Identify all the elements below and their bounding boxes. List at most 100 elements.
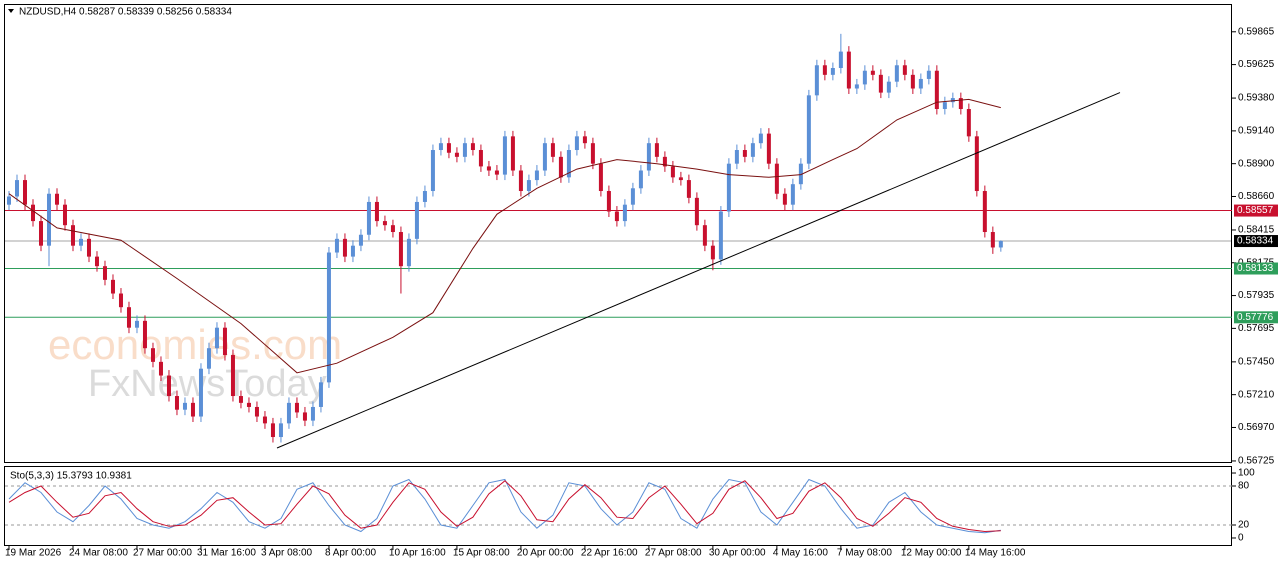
candle-body	[702, 225, 707, 246]
candle-body	[462, 143, 467, 157]
x-tick-label: 19 Mar 2026	[5, 548, 62, 559]
candle-body	[62, 204, 67, 226]
candle-body	[406, 238, 411, 267]
candle-body	[366, 201, 371, 235]
stoch-line	[8, 480, 1001, 533]
candle-body	[230, 355, 235, 397]
candle-body	[542, 143, 547, 171]
price-label: 0.58557	[1237, 205, 1274, 216]
moving-average	[8, 98, 1001, 374]
price-label-box	[1234, 204, 1278, 217]
y-tick-label: 20	[1238, 520, 1250, 531]
candle-body	[46, 193, 51, 246]
candle-body	[94, 256, 99, 267]
candle-body	[238, 396, 243, 403]
candle-body	[422, 191, 427, 202]
candle-body	[998, 241, 1003, 248]
candle-body	[310, 406, 315, 421]
candle-body	[950, 98, 955, 103]
candle-body	[262, 416, 267, 424]
x-tick-label: 31 Mar 16:00	[197, 548, 256, 559]
candle-body	[902, 65, 907, 75]
candle-body	[966, 109, 971, 137]
candle-body	[550, 143, 555, 157]
candle-body	[502, 136, 507, 175]
candle-body	[22, 180, 27, 205]
candle-body	[742, 150, 747, 157]
candle-body	[30, 204, 35, 222]
candle-body	[142, 320, 147, 349]
candle-body	[862, 70, 867, 85]
candle-body	[910, 74, 915, 89]
candle-body	[766, 133, 771, 164]
y-tick-label: 0.58415	[1238, 225, 1275, 236]
x-tick-label: 22 Apr 16:00	[581, 548, 638, 559]
candle-body	[294, 402, 299, 413]
y-tick-label: 0.59865	[1238, 26, 1275, 37]
candle-body	[158, 361, 163, 376]
price-label-box	[1234, 262, 1278, 275]
menu-arrow[interactable]	[8, 9, 14, 13]
candle-body	[126, 307, 131, 328]
candle-body	[822, 65, 827, 75]
candle-body	[150, 348, 155, 362]
candle-body	[814, 65, 819, 96]
candle-body	[174, 396, 179, 410]
y-tick-label: 0.57695	[1238, 323, 1275, 334]
chart-header: NZDUSD,H4 0.58287 0.58339 0.58256 0.5833…	[19, 7, 232, 18]
candle-body	[534, 170, 539, 181]
candle-body	[494, 170, 499, 175]
candle-body	[278, 423, 283, 438]
candle-body	[734, 150, 739, 164]
candle-body	[382, 221, 387, 226]
candle-body	[438, 143, 443, 151]
candle-body	[710, 245, 715, 260]
price-label: 0.57776	[1237, 312, 1274, 323]
y-tick-label: 0.58900	[1238, 158, 1275, 169]
candle-body	[118, 293, 123, 308]
candle-body	[694, 197, 699, 226]
candle-body	[670, 166, 675, 178]
x-tick-label: 27 Mar 00:00	[133, 548, 192, 559]
y-tick-label: 100	[1238, 468, 1255, 479]
candle-body	[270, 423, 275, 438]
x-tick-label: 20 Apr 00:00	[517, 548, 574, 559]
main-panel-frame	[4, 4, 1232, 463]
candle-body	[286, 402, 291, 424]
x-tick-label: 3 Apr 08:00	[261, 548, 313, 559]
candle-body	[614, 211, 619, 222]
candle-body	[478, 150, 483, 167]
candle-body	[14, 180, 19, 197]
candle-body	[302, 412, 307, 421]
stoch-panel-frame	[4, 466, 1232, 546]
candle-body	[334, 238, 339, 253]
candle-body	[598, 163, 603, 192]
trendline	[276, 92, 1121, 449]
price-label-box	[1234, 235, 1278, 248]
price-label: 0.58133	[1237, 263, 1274, 274]
candle-body	[430, 150, 435, 192]
candle-body	[222, 327, 227, 356]
y-tick-label: 80	[1238, 481, 1250, 492]
candle-body	[758, 133, 763, 144]
x-tick-label: 24 Mar 08:00	[69, 548, 128, 559]
candle-body	[830, 68, 835, 75]
candle-body	[590, 143, 595, 164]
candle-body	[326, 252, 331, 383]
y-tick-label: 0.56970	[1238, 422, 1275, 433]
candle-body	[934, 70, 939, 110]
y-tick-label: 0	[1238, 533, 1244, 544]
candle-body	[718, 211, 723, 260]
candle-body	[726, 163, 731, 212]
x-tick-label: 4 May 16:00	[773, 548, 828, 559]
candle-body	[806, 95, 811, 164]
stoch-title: Sto(5,3,3) 15.3793 10.9381	[10, 471, 132, 482]
candle-body	[398, 232, 403, 267]
candle-body	[974, 136, 979, 192]
y-tick-label: 0.59625	[1238, 59, 1275, 70]
candle-body	[390, 225, 395, 233]
y-tick-label: 0.56725	[1238, 456, 1275, 467]
candle-body	[214, 327, 219, 349]
candle-body	[926, 70, 931, 79]
